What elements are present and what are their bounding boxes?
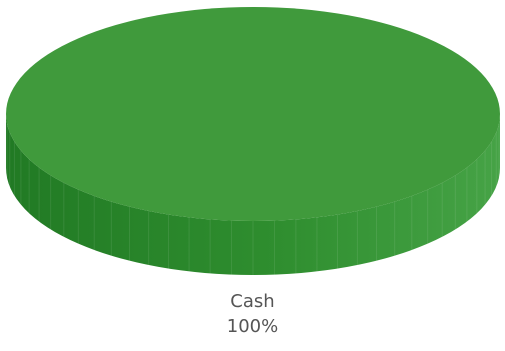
slice-value-cash: 100% xyxy=(226,316,279,337)
pie-side-facets xyxy=(6,123,500,275)
slice-label-cash: Cash xyxy=(230,291,275,312)
pie-slice-side-cash xyxy=(6,114,500,275)
pie-slice-cash xyxy=(6,7,500,221)
